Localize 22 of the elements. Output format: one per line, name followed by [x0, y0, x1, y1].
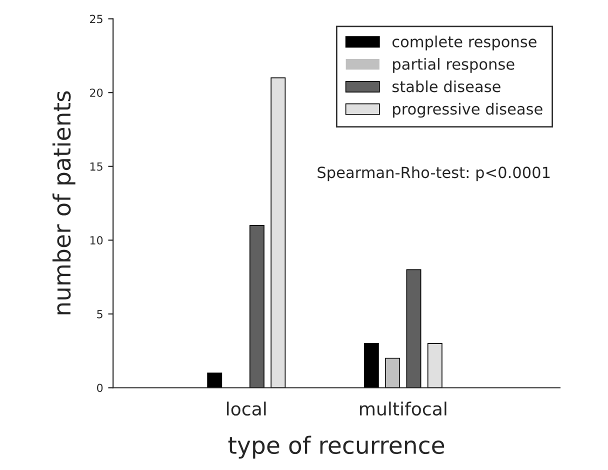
- bar: [270, 77, 286, 388]
- y-tick-label: 15: [90, 162, 102, 171]
- y-tick-label: 5: [97, 310, 102, 318]
- bar: [406, 269, 422, 388]
- bar: [249, 224, 264, 388]
- bar: [207, 372, 222, 388]
- y-tick-label: 20: [90, 88, 103, 97]
- y-tick-label: 0: [97, 384, 103, 392]
- x-tick-label: multifocal: [360, 402, 446, 416]
- legend-label: stable disease: [392, 80, 500, 92]
- x-tick-label: local: [227, 402, 266, 416]
- bar: [385, 358, 400, 388]
- y-axis-title: number of patients: [52, 91, 76, 314]
- y-tick-label: 25: [90, 14, 102, 24]
- legend-label: progressive disease: [393, 102, 542, 118]
- y-tick-label: 10: [90, 236, 103, 245]
- legend-label: partial response: [393, 58, 514, 73]
- annotation: Spearman-Rho-test: p<0.0001: [318, 166, 550, 182]
- bar: [364, 343, 379, 388]
- legend-label: complete response: [392, 36, 536, 50]
- bar: [427, 343, 442, 388]
- x-axis-title: type of recurrence: [228, 436, 444, 459]
